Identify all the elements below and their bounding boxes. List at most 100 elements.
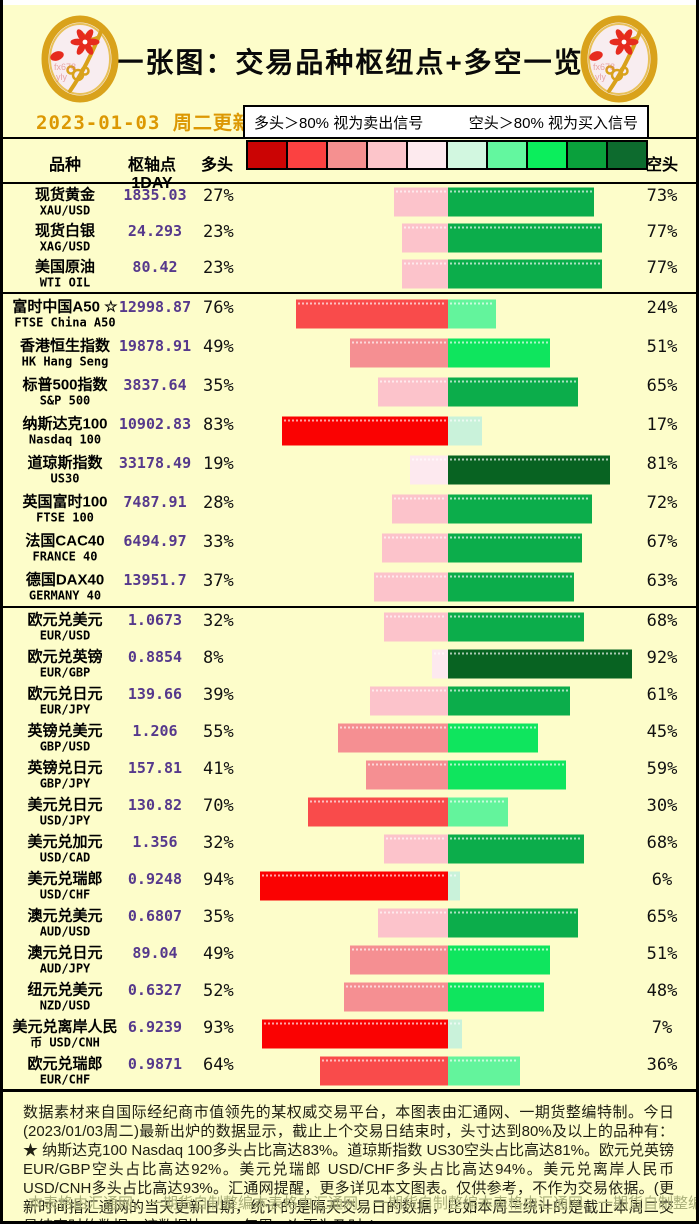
- long-bar: [402, 259, 448, 289]
- instrument-name: 德国DAX40 GERMANY 40: [7, 571, 123, 602]
- table-row: 德国DAX40 GERMANY 40 13951.7 37% 63%: [3, 567, 696, 606]
- short-percent: 30%: [646, 795, 678, 816]
- instrument-name-cn: 美元兑日元: [27, 796, 103, 813]
- scale-swatch: [286, 142, 326, 168]
- coin-logo-icon: fx678 yly: [41, 15, 119, 103]
- long-bar: [366, 760, 448, 789]
- instrument-name: 美元兑离岸人民币 USD/CNH: [7, 1018, 123, 1049]
- pivot-value: 0.6327: [127, 980, 183, 999]
- instrument-name-cn: 纽元兑美元: [27, 981, 103, 998]
- long-percent: 32%: [203, 832, 234, 853]
- pivot-value: 80.42: [132, 258, 178, 276]
- long-percent: 23%: [203, 258, 234, 278]
- small-flower-icon: [66, 65, 90, 82]
- instrument-name: 英镑兑日元 GBP/JPY: [7, 759, 123, 790]
- instrument-name-cn: 美元兑加元: [27, 833, 103, 850]
- long-percent: 27%: [203, 186, 234, 206]
- instrument-name-cn: 欧元兑英镑: [27, 648, 103, 665]
- table-section: 现货黄金 XAU/USD 1835.03 27% 73% 现货白银 XAG/USD 24.29…: [3, 184, 696, 292]
- instrument-name: 法国CAC40 FRANCE 40: [7, 532, 123, 563]
- instrument-name: 纳斯达克100 Nasdaq 100: [7, 415, 123, 446]
- table-row: 美元兑日元 USD/JPY 130.82 70% 30%: [3, 793, 696, 830]
- long-bar: [262, 1019, 448, 1048]
- short-percent: 81%: [646, 453, 678, 474]
- instrument-name: 现货黄金 XAU/USD: [7, 187, 123, 218]
- instrument-name-en: AUD/JPY: [39, 961, 91, 975]
- long-percent: 33%: [203, 531, 234, 552]
- pivot-value: 6494.97: [123, 531, 187, 550]
- table-row: 澳元兑美元 AUD/USD 0.6807 35% 65%: [3, 904, 696, 941]
- short-bar: [448, 982, 544, 1011]
- instrument-name-cn: 香港恒生指数: [19, 337, 110, 354]
- instrument-name-en: GBP/JPY: [39, 776, 91, 790]
- table-row: 纽元兑美元 NZD/USD 0.6327 52% 48%: [3, 978, 696, 1015]
- footnote-paragraph: 数据素材来自国际经纪商市值领先的某权威交易平台，本图表由汇通网、一期货整编特制。…: [23, 1104, 674, 1221]
- pivot-value: 0.9248: [127, 869, 183, 888]
- short-percent: 77%: [646, 222, 678, 242]
- small-flower-icon: [605, 65, 629, 82]
- long-percent: 52%: [203, 980, 234, 1001]
- long-bar: [320, 1056, 448, 1085]
- long-percent: 37%: [203, 570, 234, 591]
- short-percent: 17%: [646, 414, 678, 435]
- table-row: 欧元兑美元 EUR/USD 1.0673 32% 68%: [3, 608, 696, 645]
- long-percent: 49%: [203, 943, 234, 964]
- short-bar: [448, 908, 578, 937]
- instrument-name: 美元兑日元 USD/JPY: [7, 796, 123, 827]
- instrument-name-en: USD/CHF: [39, 887, 91, 901]
- instrument-name: 道琼斯指数 US30: [7, 454, 123, 485]
- instrument-name-cn: 富时中国A50 ☆: [12, 298, 118, 315]
- instrument-name-en: Nasdaq 100: [28, 432, 102, 446]
- pivot-value: 7487.91: [123, 492, 187, 511]
- watermark-text: fx678: [54, 62, 76, 72]
- header: fx678 yly fx678 yly 一张图：交易品种: [3, 5, 696, 104]
- instrument-name: 澳元兑日元 AUD/JPY: [7, 944, 123, 975]
- long-percent: 83%: [203, 414, 234, 435]
- color-scale: [246, 140, 648, 170]
- long-percent: 23%: [203, 222, 234, 242]
- long-bar: [402, 223, 448, 253]
- long-bar: [370, 686, 448, 715]
- instrument-name-cn: 道琼斯指数: [27, 454, 103, 471]
- pivot-value: 139.66: [127, 684, 183, 703]
- signal-legend: 多头＞80% 视为卖出信号 空头＞80% 视为买入信号: [243, 105, 649, 139]
- long-percent: 35%: [203, 375, 234, 396]
- short-percent: 24%: [646, 297, 678, 318]
- instrument-name-cn: 欧元兑瑞郎: [27, 1055, 103, 1072]
- short-percent: 73%: [646, 186, 678, 206]
- instrument-name-en: EUR/GBP: [39, 665, 91, 679]
- short-bar: [448, 494, 592, 523]
- long-percent: 41%: [203, 758, 234, 779]
- short-bar: [448, 259, 602, 289]
- long-percent: 32%: [203, 610, 234, 631]
- table-row: 美国原油 WTI OIL 80.42 23% 77%: [3, 256, 696, 292]
- short-bar: [448, 377, 578, 406]
- long-percent: 19%: [203, 453, 234, 474]
- pivot-value: 12998.87: [118, 297, 192, 316]
- instrument-name-en: EUR/JPY: [39, 702, 91, 716]
- short-percent: 68%: [646, 832, 678, 853]
- credits-row: 本表格由汇通网、一期货自制整编 本表格由汇通网、一期货自制整编 本表格由汇通网、一期…: [3, 1192, 696, 1213]
- table-row: 标普500指数 S&P 500 3837.64 35% 65%: [3, 372, 696, 411]
- scale-swatch: [406, 142, 446, 168]
- short-percent: 67%: [646, 531, 678, 552]
- short-percent: 61%: [646, 684, 678, 705]
- scale-swatch: [326, 142, 366, 168]
- instrument-name-cn: 澳元兑日元: [27, 944, 103, 961]
- table-row: 英镑兑日元 GBP/JPY 157.81 41% 59%: [3, 756, 696, 793]
- pivot-value: 1.206: [132, 721, 178, 740]
- short-percent: 63%: [646, 570, 678, 591]
- scale-swatch: [486, 142, 526, 168]
- instrument-name: 英镑兑美元 GBP/USD: [7, 722, 123, 753]
- instrument-name-cn: 现货黄金: [34, 186, 95, 204]
- watermark-text: fx678: [593, 62, 615, 72]
- instrument-name-en: XAG/USD: [39, 239, 91, 254]
- instrument-name: 英国富时100 FTSE 100: [7, 493, 123, 524]
- short-bar: [448, 223, 602, 253]
- long-signal-note: 多头＞80% 视为卖出信号: [254, 114, 424, 132]
- instrument-name-cn: 标普500指数: [22, 376, 108, 393]
- short-bar: [448, 187, 594, 217]
- instrument-name: 美元兑瑞郎 USD/CHF: [7, 870, 123, 901]
- short-percent: 51%: [646, 943, 678, 964]
